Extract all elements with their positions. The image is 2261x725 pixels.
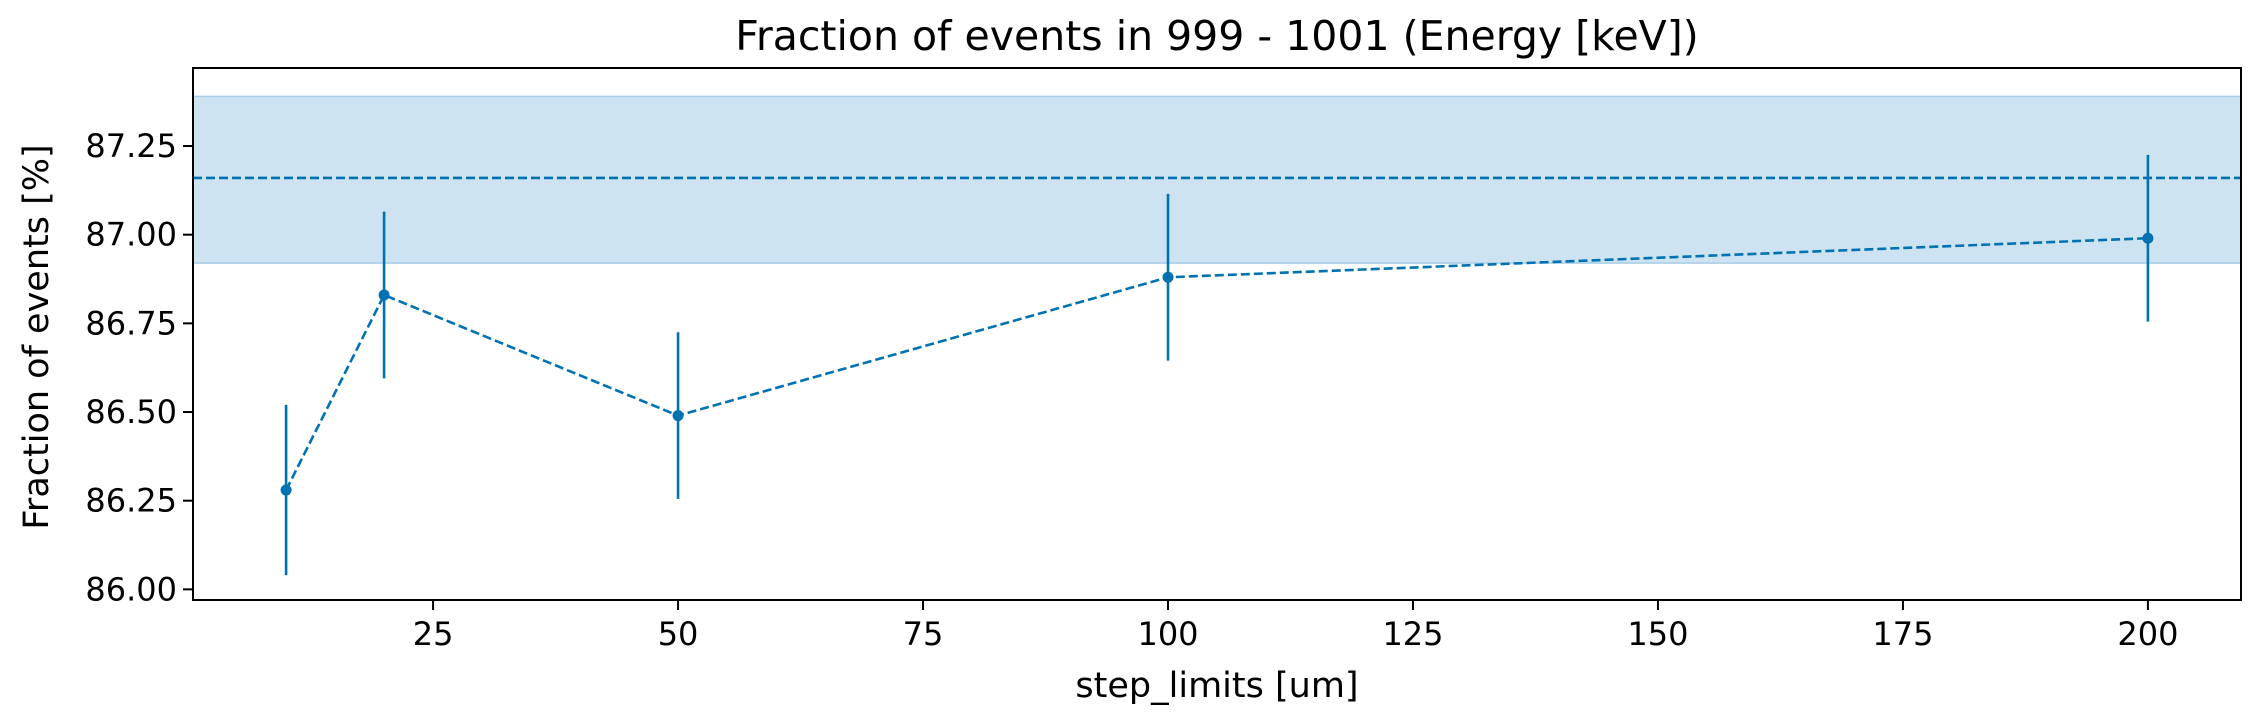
y-tick-label: 87.00 [85,216,177,254]
data-point [672,410,684,422]
y-tick-label: 86.50 [85,393,177,431]
data-point [2142,232,2154,244]
x-axis-ticks: 25 50 75 100 125 150 175 200 [413,600,2178,653]
y-tick-label: 86.25 [85,482,177,520]
x-axis-label: step_limits [um] [1075,666,1358,706]
x-tick-label: 100 [1137,615,1198,653]
y-axis-label: Fraction of events [%] [17,144,57,529]
x-tick-label: 125 [1382,615,1443,653]
reference-band [192,95,2242,264]
chart-title: Fraction of events in 999 - 1001 (Energy… [735,12,1698,60]
x-tick-label: 25 [413,615,454,653]
y-tick-label: 86.75 [85,304,177,342]
x-tick-label: 175 [1872,615,1933,653]
y-axis-ticks: 86.00 86.25 86.50 86.75 87.00 87.25 [85,127,193,608]
data-point [378,289,390,301]
plot-area [192,67,2242,601]
x-tick-label: 50 [658,615,699,653]
y-tick-label: 87.25 [85,127,177,165]
x-tick-label: 150 [1627,615,1688,653]
x-tick-label: 75 [903,615,944,653]
data-point [1162,271,1174,283]
series-line [284,236,2148,491]
x-tick-label: 200 [2117,615,2178,653]
data-point [280,484,292,496]
axes-frame [192,67,2242,601]
y-tick-label: 86.00 [85,570,177,608]
